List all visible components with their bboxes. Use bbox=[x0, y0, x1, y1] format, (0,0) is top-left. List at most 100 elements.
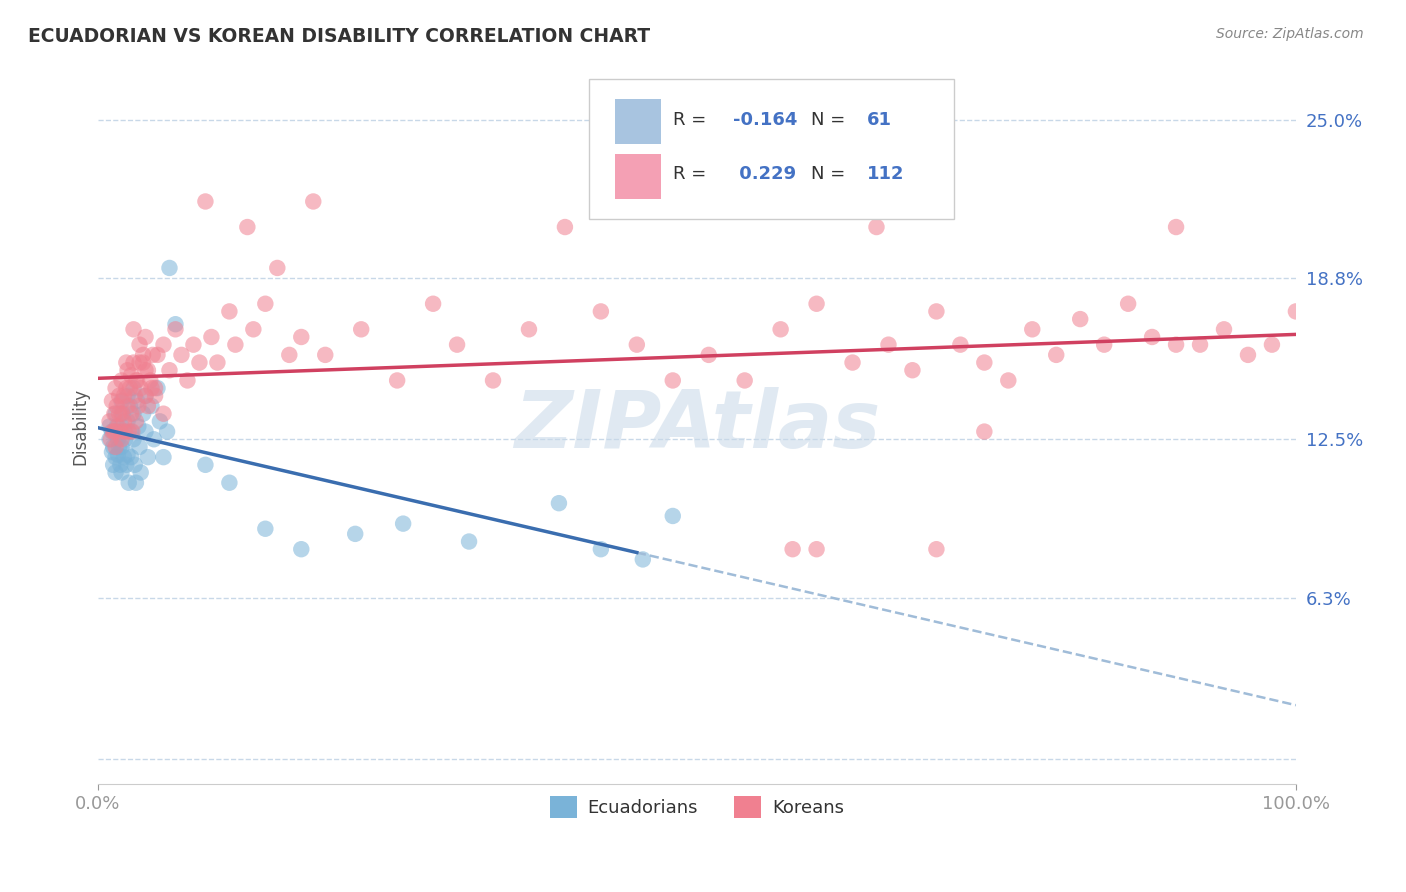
Point bbox=[98, 432, 121, 446]
Point bbox=[103, 425, 125, 439]
Point bbox=[132, 355, 155, 369]
Point bbox=[127, 393, 149, 408]
Point bbox=[973, 355, 995, 369]
Point bbox=[1189, 337, 1212, 351]
Text: 61: 61 bbox=[868, 112, 891, 129]
Point bbox=[146, 348, 169, 362]
Point bbox=[589, 542, 612, 557]
Point bbox=[134, 363, 156, 377]
Point bbox=[120, 425, 142, 439]
Point bbox=[104, 450, 127, 465]
Point bbox=[103, 407, 125, 421]
Point bbox=[118, 381, 141, 395]
Point bbox=[107, 432, 129, 446]
Point bbox=[110, 407, 132, 421]
Point bbox=[120, 368, 142, 383]
Point bbox=[152, 337, 174, 351]
Point bbox=[105, 419, 128, 434]
Point bbox=[115, 458, 138, 472]
Point bbox=[446, 337, 468, 351]
Point bbox=[314, 348, 336, 362]
Point bbox=[110, 432, 132, 446]
Point bbox=[120, 407, 142, 421]
Point bbox=[117, 414, 139, 428]
Text: N =: N = bbox=[811, 112, 845, 129]
Point bbox=[482, 374, 505, 388]
Bar bbox=[616, 154, 661, 199]
Point bbox=[901, 363, 924, 377]
Text: N =: N = bbox=[811, 166, 845, 184]
Point bbox=[278, 348, 301, 362]
Point bbox=[107, 448, 129, 462]
Point bbox=[128, 355, 150, 369]
Point bbox=[132, 348, 155, 362]
Y-axis label: Disability: Disability bbox=[72, 388, 89, 465]
Point bbox=[108, 407, 131, 421]
Point bbox=[554, 220, 576, 235]
Point bbox=[242, 322, 264, 336]
Point bbox=[422, 297, 444, 311]
Point bbox=[132, 407, 155, 421]
Point bbox=[107, 419, 129, 434]
Point bbox=[350, 322, 373, 336]
Point bbox=[1116, 297, 1139, 311]
Text: Source: ZipAtlas.com: Source: ZipAtlas.com bbox=[1216, 27, 1364, 41]
Point bbox=[149, 414, 172, 428]
Point bbox=[517, 322, 540, 336]
Point bbox=[100, 432, 122, 446]
Text: ECUADORIAN VS KOREAN DISABILITY CORRELATION CHART: ECUADORIAN VS KOREAN DISABILITY CORRELAT… bbox=[28, 27, 650, 45]
Text: 0.229: 0.229 bbox=[733, 166, 796, 184]
Point bbox=[734, 374, 756, 388]
Point bbox=[207, 355, 229, 369]
Point bbox=[697, 348, 720, 362]
Point bbox=[1261, 337, 1284, 351]
Point bbox=[115, 355, 138, 369]
Point bbox=[104, 440, 127, 454]
FancyBboxPatch shape bbox=[589, 79, 955, 219]
Point bbox=[152, 407, 174, 421]
Point bbox=[98, 414, 121, 428]
Point bbox=[631, 552, 654, 566]
Point bbox=[877, 337, 900, 351]
Point bbox=[110, 419, 132, 434]
Point bbox=[218, 304, 240, 318]
Point bbox=[392, 516, 415, 531]
Point bbox=[949, 337, 972, 351]
Point bbox=[159, 363, 181, 377]
Point bbox=[117, 399, 139, 413]
Point bbox=[769, 322, 792, 336]
Point bbox=[136, 450, 159, 465]
Point bbox=[183, 337, 205, 351]
Point bbox=[108, 389, 131, 403]
Point bbox=[290, 330, 312, 344]
Point bbox=[841, 355, 863, 369]
Point bbox=[111, 393, 134, 408]
Point bbox=[110, 466, 132, 480]
Point bbox=[112, 450, 135, 465]
Point bbox=[218, 475, 240, 490]
Point bbox=[1213, 322, 1236, 336]
Point bbox=[1092, 337, 1115, 351]
Point bbox=[101, 425, 124, 439]
Point bbox=[139, 374, 162, 388]
Point bbox=[143, 381, 166, 395]
Point bbox=[165, 317, 187, 331]
Point bbox=[925, 304, 948, 318]
Point bbox=[117, 389, 139, 403]
Point bbox=[129, 381, 152, 395]
Point bbox=[782, 542, 804, 557]
Point bbox=[122, 355, 145, 369]
Point bbox=[1069, 312, 1091, 326]
Point bbox=[114, 432, 136, 446]
Point bbox=[124, 389, 146, 403]
Point bbox=[806, 542, 828, 557]
Bar bbox=[616, 99, 661, 144]
Point bbox=[159, 260, 181, 275]
Point bbox=[143, 389, 166, 403]
Point bbox=[115, 381, 138, 395]
Text: -0.164: -0.164 bbox=[733, 112, 797, 129]
Point bbox=[121, 425, 143, 439]
Point bbox=[1164, 337, 1187, 351]
Point bbox=[1140, 330, 1163, 344]
Point bbox=[626, 337, 648, 351]
